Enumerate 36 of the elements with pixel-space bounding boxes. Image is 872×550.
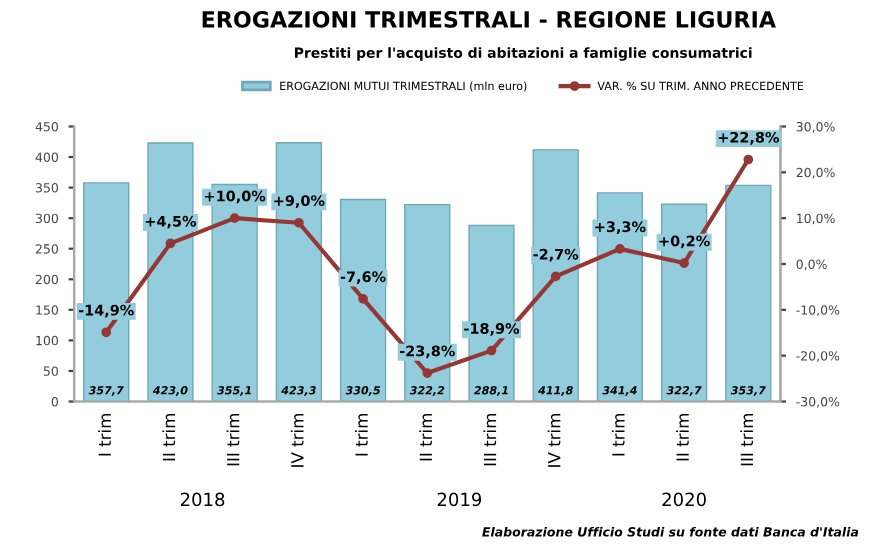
- bar: [660, 203, 708, 402]
- x-tick-label: I trim: [355, 414, 368, 456]
- point: [422, 368, 433, 378]
- point: [229, 213, 240, 224]
- point: [294, 217, 304, 228]
- x-tick-label: IV trim: [290, 414, 304, 467]
- point: [743, 154, 754, 165]
- text: 2018: [180, 492, 225, 507]
- x-tick-label: III trim: [740, 414, 753, 466]
- point: [679, 258, 689, 268]
- bar: [468, 224, 515, 402]
- bar: [404, 203, 451, 402]
- point: [101, 327, 112, 338]
- text: 2019: [437, 492, 482, 507]
- x-tick-label: III trim: [483, 414, 497, 466]
- text: 2020: [662, 492, 706, 507]
- point: [165, 238, 176, 249]
- bar: [147, 142, 194, 402]
- bar: [339, 198, 387, 402]
- bar: [83, 182, 130, 402]
- bar: [596, 192, 644, 402]
- x-tick-label: II trim: [419, 414, 432, 461]
- chart-title: EROGAZIONI TRIMESTRALI - REGIONE LIGURIA: [202, 11, 776, 28]
- bar: [725, 184, 772, 402]
- point: [358, 293, 368, 304]
- x-tick-label: I trim: [611, 414, 625, 456]
- point: [550, 271, 561, 282]
- x-tick-label: II trim: [676, 414, 689, 461]
- x-tick-label: IV trim: [547, 414, 561, 467]
- x-tick-label: III trim: [226, 414, 240, 466]
- bar: [532, 149, 579, 402]
- x-tick-label: II trim: [162, 414, 176, 461]
- point: [615, 244, 625, 254]
- bar: [275, 142, 323, 402]
- point: [486, 345, 497, 356]
- x-tick-label: I trim: [98, 414, 111, 456]
